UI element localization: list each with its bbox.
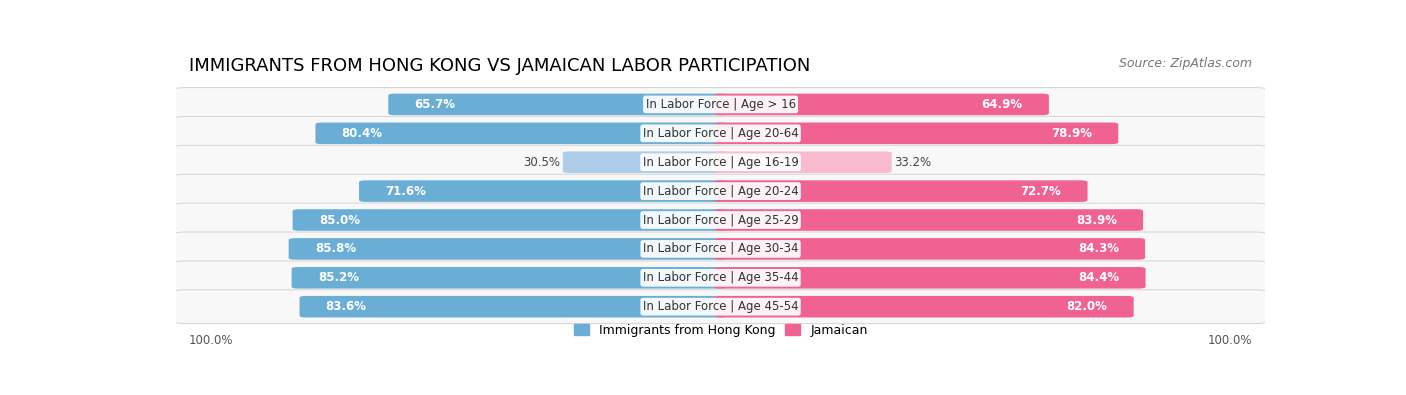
Text: In Labor Force | Age 45-54: In Labor Force | Age 45-54: [643, 300, 799, 313]
Text: 83.6%: 83.6%: [326, 300, 367, 313]
Text: 78.9%: 78.9%: [1052, 127, 1092, 140]
FancyBboxPatch shape: [714, 151, 891, 173]
FancyBboxPatch shape: [173, 174, 1268, 208]
Text: In Labor Force | Age 20-24: In Labor Force | Age 20-24: [643, 184, 799, 198]
FancyBboxPatch shape: [173, 290, 1268, 324]
FancyBboxPatch shape: [359, 181, 727, 202]
Text: 30.5%: 30.5%: [523, 156, 561, 169]
FancyBboxPatch shape: [173, 145, 1268, 179]
Text: In Labor Force | Age 16-19: In Labor Force | Age 16-19: [643, 156, 799, 169]
FancyBboxPatch shape: [714, 181, 1088, 202]
FancyBboxPatch shape: [291, 267, 727, 289]
Text: 82.0%: 82.0%: [1067, 300, 1108, 313]
FancyBboxPatch shape: [714, 267, 1146, 289]
FancyBboxPatch shape: [173, 232, 1268, 266]
Text: 71.6%: 71.6%: [385, 184, 426, 198]
Text: Source: ZipAtlas.com: Source: ZipAtlas.com: [1119, 56, 1253, 70]
FancyBboxPatch shape: [714, 296, 1133, 318]
FancyBboxPatch shape: [388, 94, 727, 115]
Text: In Labor Force | Age 30-34: In Labor Force | Age 30-34: [643, 243, 799, 256]
FancyBboxPatch shape: [714, 238, 1144, 260]
Text: 65.7%: 65.7%: [415, 98, 456, 111]
FancyBboxPatch shape: [173, 203, 1268, 237]
Text: 33.2%: 33.2%: [894, 156, 931, 169]
Text: 85.8%: 85.8%: [315, 243, 356, 256]
Text: 83.9%: 83.9%: [1076, 214, 1116, 226]
FancyBboxPatch shape: [714, 122, 1118, 144]
Text: 84.3%: 84.3%: [1078, 243, 1119, 256]
Text: 64.9%: 64.9%: [981, 98, 1022, 111]
Text: In Labor Force | Age 20-64: In Labor Force | Age 20-64: [643, 127, 799, 140]
FancyBboxPatch shape: [173, 261, 1268, 295]
Text: 100.0%: 100.0%: [188, 334, 233, 347]
FancyBboxPatch shape: [292, 209, 727, 231]
FancyBboxPatch shape: [315, 122, 727, 144]
FancyBboxPatch shape: [299, 296, 727, 318]
FancyBboxPatch shape: [562, 151, 727, 173]
Text: 85.0%: 85.0%: [319, 214, 360, 226]
Text: 72.7%: 72.7%: [1021, 184, 1062, 198]
Text: In Labor Force | Age 35-44: In Labor Force | Age 35-44: [643, 271, 799, 284]
Text: 80.4%: 80.4%: [342, 127, 382, 140]
Text: In Labor Force | Age > 16: In Labor Force | Age > 16: [645, 98, 796, 111]
FancyBboxPatch shape: [714, 94, 1049, 115]
Text: In Labor Force | Age 25-29: In Labor Force | Age 25-29: [643, 214, 799, 226]
Text: IMMIGRANTS FROM HONG KONG VS JAMAICAN LABOR PARTICIPATION: IMMIGRANTS FROM HONG KONG VS JAMAICAN LA…: [188, 56, 810, 75]
FancyBboxPatch shape: [173, 117, 1268, 150]
FancyBboxPatch shape: [714, 209, 1143, 231]
FancyBboxPatch shape: [173, 88, 1268, 121]
Text: 84.4%: 84.4%: [1078, 271, 1119, 284]
Text: 100.0%: 100.0%: [1208, 334, 1253, 347]
Legend: Immigrants from Hong Kong, Jamaican: Immigrants from Hong Kong, Jamaican: [568, 319, 873, 342]
FancyBboxPatch shape: [288, 238, 727, 260]
Text: 85.2%: 85.2%: [318, 271, 359, 284]
